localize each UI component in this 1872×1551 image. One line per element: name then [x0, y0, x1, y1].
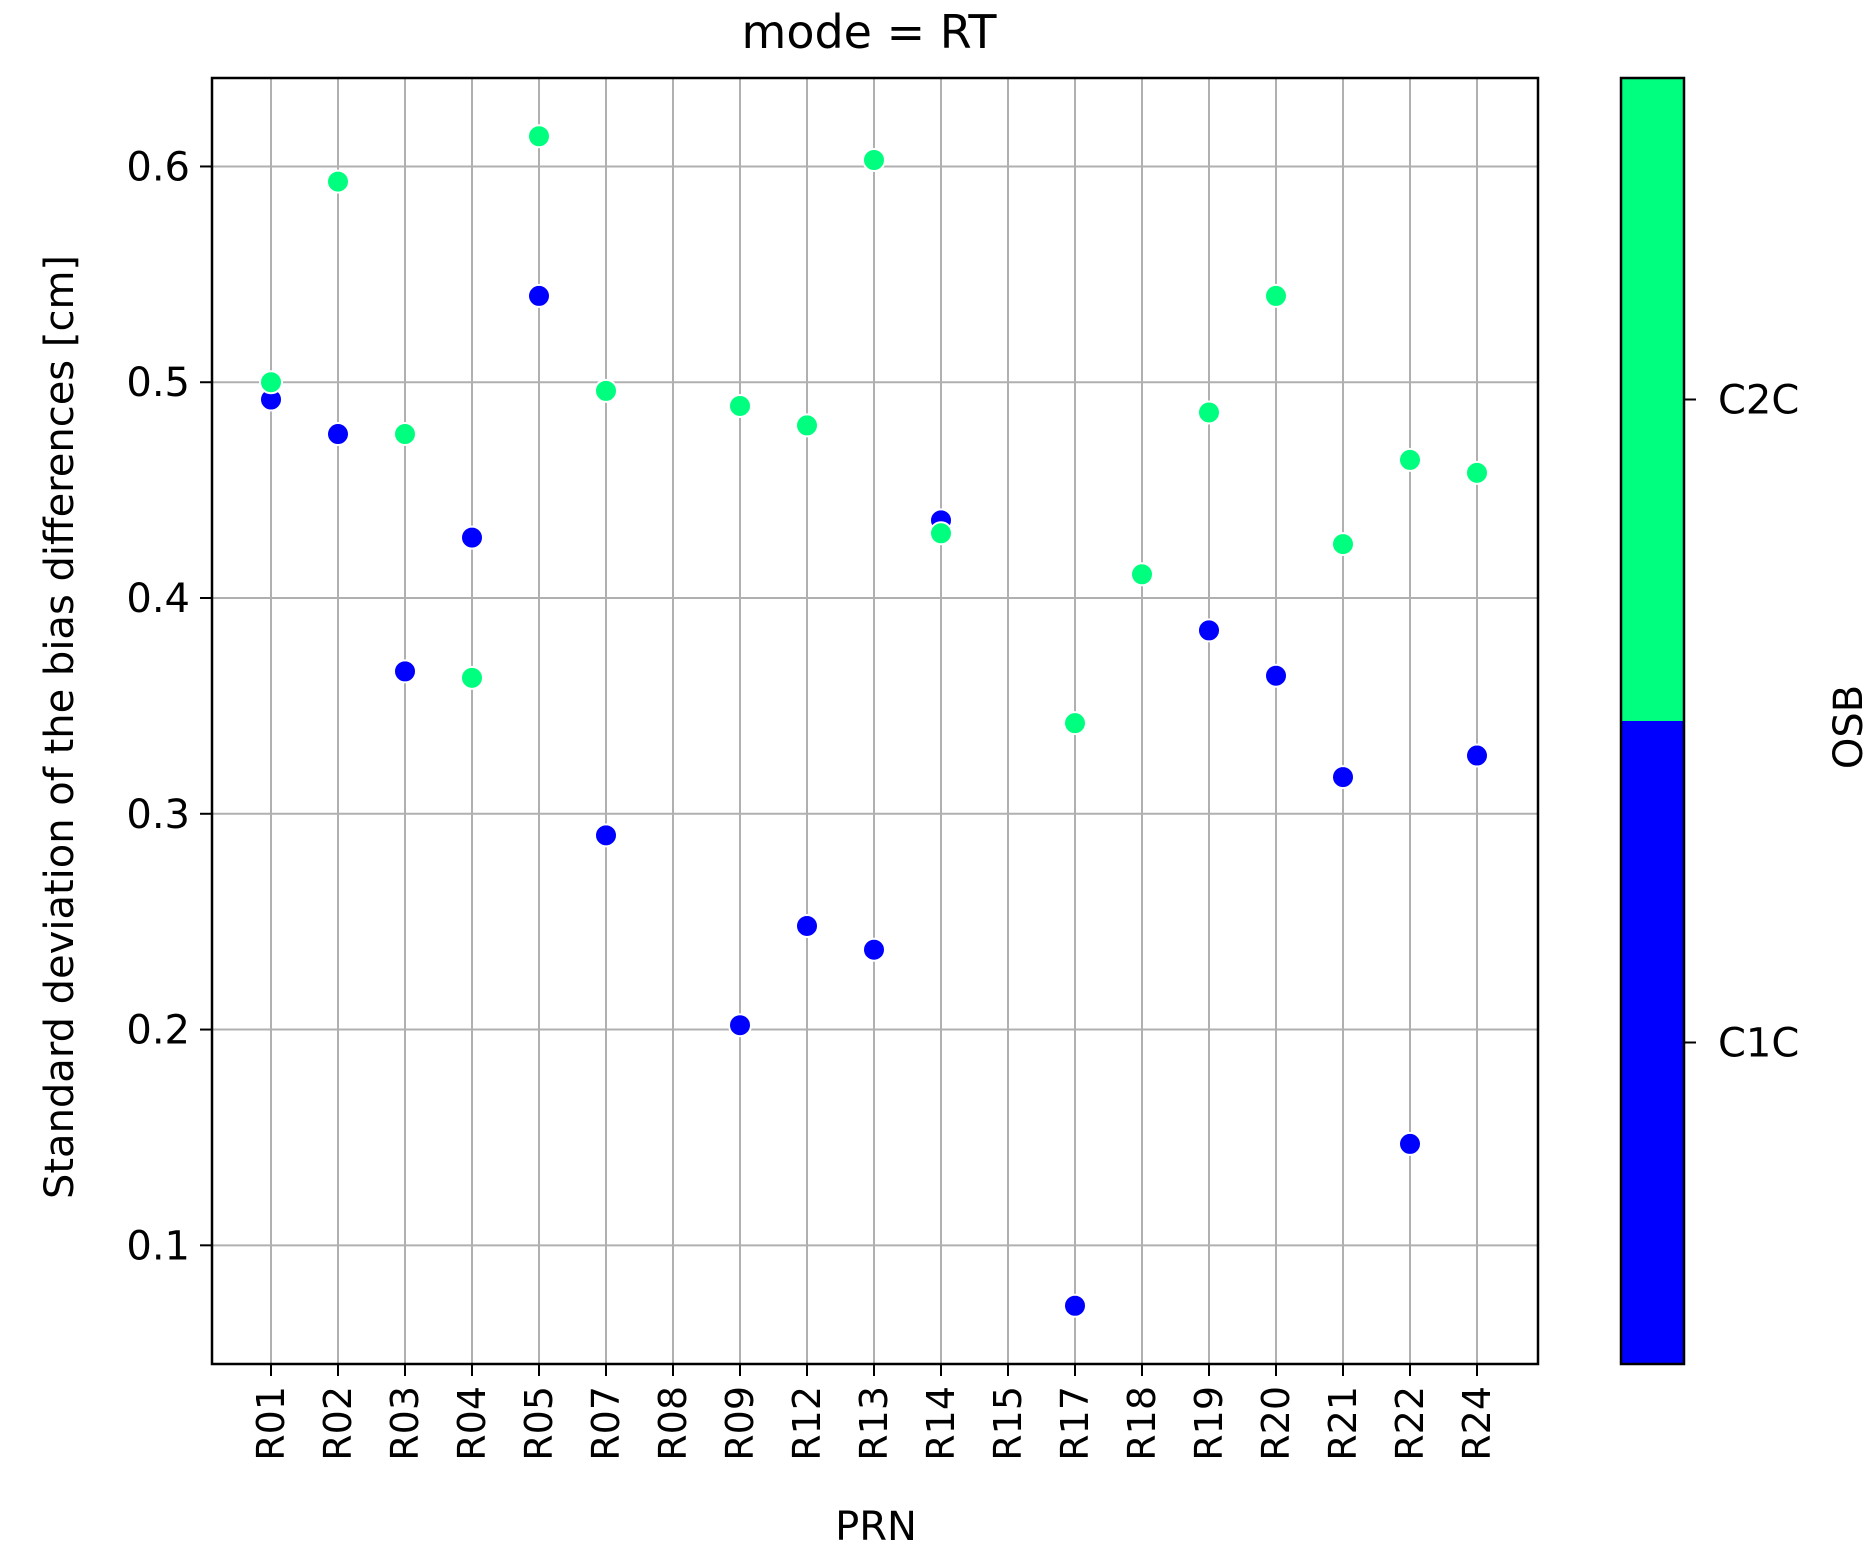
grid: [212, 78, 1538, 1364]
point-c1c-r13: [862, 937, 886, 962]
axes: [200, 76, 1540, 1376]
x-tick-label: R01: [249, 1386, 293, 1461]
point-c1c-r03: [393, 659, 417, 684]
x-tick-label: R22: [1388, 1386, 1432, 1461]
point-c1c-r02: [326, 422, 350, 447]
point-c1c-r22: [1398, 1131, 1422, 1156]
point-c1c-r24: [1465, 743, 1489, 768]
plot-frame: [210, 76, 1540, 1366]
y-tick-label: 0.1: [126, 1223, 190, 1269]
point-c2c-r13: [862, 147, 886, 172]
point-c1c-r04: [460, 525, 484, 550]
point-c1c-r12: [795, 913, 819, 938]
x-tick-label: R18: [1120, 1386, 1164, 1461]
colorbar-segment-c1c: [1621, 721, 1684, 1364]
point-c2c-r24: [1465, 460, 1489, 485]
x-tick-label: R02: [316, 1386, 360, 1461]
x-tick-label: R13: [852, 1386, 896, 1461]
y-tick-label: 0.6: [126, 144, 190, 190]
point-c2c-r12: [795, 413, 819, 438]
y-tick-label: 0.4: [126, 576, 190, 622]
point-c2c-r14: [929, 521, 953, 546]
y-tick-label: 0.5: [126, 360, 190, 406]
point-c2c-r21: [1331, 532, 1355, 557]
x-tick-label: R19: [1187, 1386, 1231, 1461]
x-tick-label: R12: [785, 1386, 829, 1461]
tick-labels: R01 R02 R03 R04 R05 R07 R08 R09 R12 R13 R14 R15 R17 R…: [126, 144, 1499, 1460]
x-tick-label: R07: [584, 1386, 628, 1461]
colorbar-tick-label: C1C: [1718, 1021, 1799, 1067]
point-c2c-r22: [1398, 447, 1422, 472]
y-tick-label: 0.2: [126, 1008, 190, 1054]
point-c2c-r03: [393, 422, 417, 447]
colorbar-segment-c2c: [1621, 78, 1684, 721]
point-c2c-r20: [1264, 283, 1288, 308]
x-tick-label: R04: [450, 1386, 494, 1461]
colorbar-tick-label: C2C: [1718, 378, 1799, 424]
point-c2c-r18: [1130, 562, 1154, 587]
point-c2c-r19: [1197, 400, 1221, 425]
point-c1c-r21: [1331, 765, 1355, 790]
y-tick-label: 0.3: [126, 792, 190, 838]
data-points: [259, 124, 1489, 1318]
point-c1c-r19: [1197, 618, 1221, 643]
x-tick-label: R03: [383, 1386, 427, 1461]
point-c2c-r05: [527, 124, 551, 149]
x-tick-label: R17: [1053, 1386, 1097, 1461]
colorbar: C1C C2C: [1619, 76, 1799, 1366]
x-tick-label: R05: [517, 1386, 561, 1461]
point-c2c-r02: [326, 169, 350, 194]
point-c1c-r07: [594, 823, 618, 848]
point-c1c-r09: [728, 1013, 752, 1038]
x-tick-label: R09: [718, 1386, 762, 1461]
colorbar-frame: [1619, 76, 1686, 1366]
point-c2c-r01: [259, 370, 283, 395]
point-c1c-r17: [1063, 1293, 1087, 1318]
point-c1c-r05: [527, 283, 551, 308]
point-c1c-r20: [1264, 663, 1288, 688]
point-c2c-r17: [1063, 711, 1087, 736]
x-tick-label: R20: [1254, 1386, 1298, 1461]
x-tick-label: R24: [1455, 1386, 1499, 1461]
point-c2c-r09: [728, 393, 752, 418]
chart-title: mode = RT: [742, 5, 998, 59]
x-tick-label: R08: [651, 1386, 695, 1461]
point-c2c-r07: [594, 378, 618, 403]
x-tick-label: R21: [1321, 1386, 1365, 1461]
x-tick-label: R15: [986, 1386, 1030, 1461]
point-c2c-r04: [460, 665, 484, 690]
x-tick-label: R14: [919, 1386, 963, 1461]
x-axis-label: PRN: [835, 1504, 917, 1550]
y-axis-label: Standard deviation of the bias differenc…: [37, 255, 83, 1199]
colorbar-label: OSB: [1826, 685, 1872, 769]
